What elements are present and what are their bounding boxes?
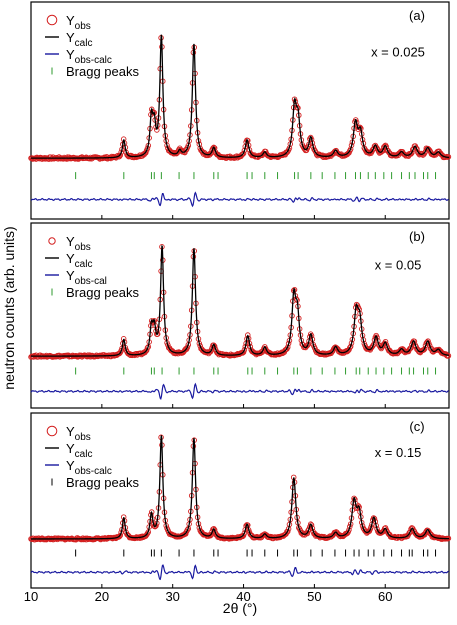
legend-obs-label: Yobs (66, 234, 91, 253)
bragg-ticks (75, 549, 437, 557)
bragg-ticks (75, 367, 437, 375)
composition-annotation: x = 0.025 (371, 44, 425, 59)
calc-line (31, 435, 450, 540)
legend-obs-marker (46, 14, 58, 26)
obs-point (304, 530, 311, 537)
calc-line (31, 34, 450, 159)
x-tick-label: 30 (165, 589, 179, 604)
y-axis-label: neutron counts (arb. units) (1, 226, 17, 389)
obs-point (347, 344, 353, 351)
legend-bragg-label: Bragg peaks (66, 64, 139, 79)
obs-point (425, 338, 431, 344)
legend-obs-marker (48, 237, 56, 245)
obs-point (445, 353, 452, 359)
obs-point (208, 532, 214, 538)
legend-bragg-label: Bragg peaks (66, 285, 139, 300)
legend-calc-label: Ycalc (66, 441, 92, 460)
obs-point (239, 350, 246, 356)
obs-point (421, 346, 428, 352)
obs-point (293, 296, 300, 302)
panel-label: (a) (409, 8, 425, 23)
obs-point (410, 146, 417, 152)
obs-point (143, 150, 149, 156)
diff-line (30, 191, 449, 208)
obs-point (240, 349, 247, 355)
panel-label: (b) (409, 229, 425, 244)
legend-diff-label: Yobs-calc (66, 47, 112, 66)
legend-diff-label: Yobs-cal (66, 268, 107, 287)
obs-point (426, 530, 433, 536)
panel-label: (c) (409, 419, 424, 434)
obs-point (421, 347, 427, 353)
composition-annotation: x = 0.15 (375, 445, 422, 460)
obs-point (211, 144, 217, 151)
obs-point (385, 530, 391, 536)
obs-point (294, 104, 300, 111)
obs-point (406, 346, 413, 353)
x-tick-label: 10 (24, 589, 38, 604)
x-axis-label: 2θ (°) (223, 600, 257, 616)
obs-point (424, 339, 430, 345)
diff-line (30, 564, 449, 581)
panel-frame (30, 222, 450, 409)
obs-point (117, 152, 124, 159)
obs-point (343, 348, 350, 354)
legend-calc-label: Ycalc (66, 30, 92, 49)
legend-obs-label: Yobs (66, 13, 91, 32)
obs-point (329, 349, 335, 355)
x-tick-label: 60 (378, 589, 392, 604)
diff-line (30, 382, 449, 401)
legend-diff-label: Yobs-calc (66, 458, 112, 477)
obs-point (240, 150, 247, 157)
obs-point (116, 350, 123, 357)
obs-point (184, 527, 191, 533)
obs-point (241, 530, 248, 536)
legend-obs-marker (46, 425, 58, 437)
obs-point (241, 347, 248, 353)
panel-frame (30, 412, 450, 589)
obs-point (353, 301, 360, 308)
legend-obs-label: Yobs (66, 424, 91, 443)
x-tick-label: 50 (307, 589, 321, 604)
obs-point (345, 347, 351, 354)
legend-bragg-label: Bragg peaks (66, 475, 139, 490)
obs-point (165, 342, 171, 348)
obs-point (118, 149, 124, 156)
legend-calc-label: Ycalc (66, 251, 92, 270)
obs-point (240, 532, 247, 539)
obs-point (118, 348, 124, 354)
obs-point (371, 515, 378, 522)
obs-point (346, 527, 352, 533)
calc-line (31, 245, 450, 357)
obs-point (117, 532, 124, 539)
x-tick-label: 40 (236, 589, 250, 604)
bragg-ticks (75, 172, 437, 180)
obs-point (241, 147, 248, 154)
obs-point (144, 345, 151, 351)
composition-annotation: x = 0.05 (375, 257, 422, 272)
panel-frame (30, 1, 450, 220)
x-tick-labels: 10 20 30 40 50 60 (24, 215, 392, 604)
obs-point (382, 338, 389, 345)
x-tick-label: 20 (95, 589, 109, 604)
obs-point (118, 529, 124, 536)
